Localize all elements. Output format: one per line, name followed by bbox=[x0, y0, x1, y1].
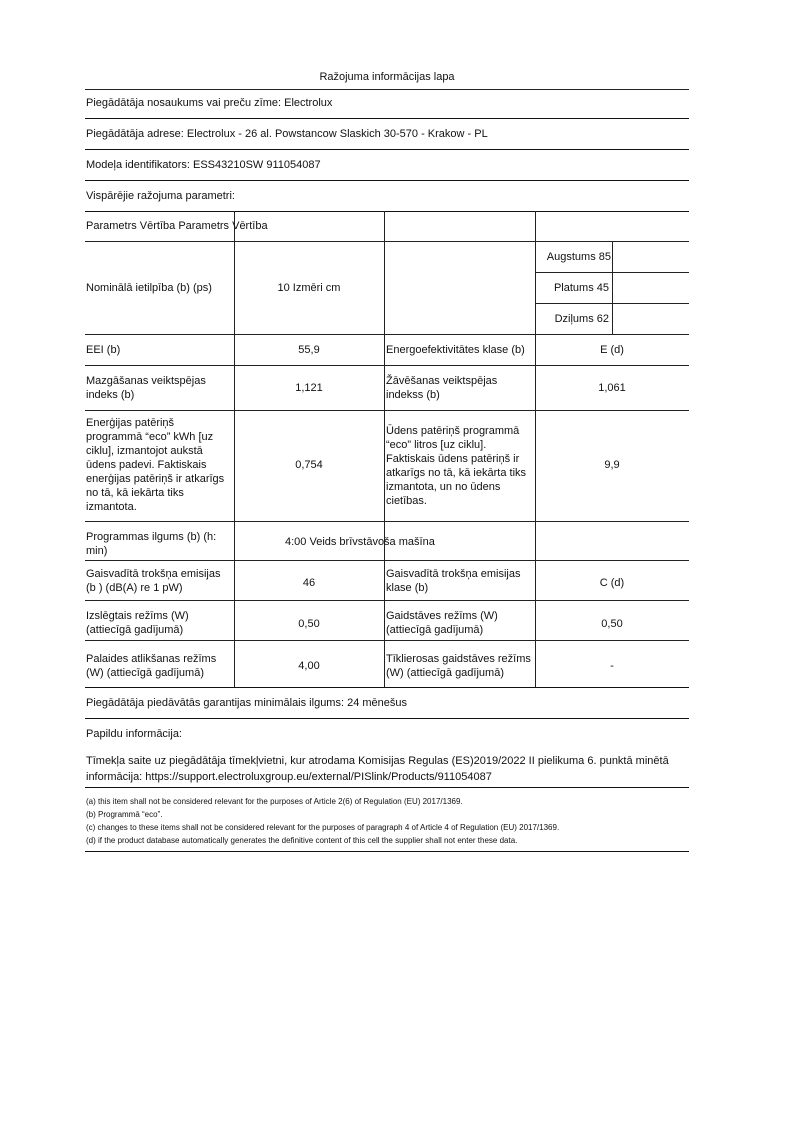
column-divider bbox=[535, 211, 536, 687]
row-label: Tīklierosas gaidstāves režīms (W) (attie… bbox=[386, 653, 531, 679]
row-label: Gaidstāves režīms (W) (attiecīgā gadījum… bbox=[386, 610, 498, 636]
capacity-label: Nominālā ietilpība (b) (ps) bbox=[86, 282, 212, 294]
footnote-b: (b) Programmā “eco”. bbox=[86, 810, 163, 819]
divider bbox=[85, 89, 689, 90]
row-label: Mazgāšanas veiktspējas indeks (b) bbox=[86, 375, 206, 401]
row-value: 4:00 Veids brīvstāvoša mašīna bbox=[285, 536, 435, 548]
row-value: 9,9 bbox=[604, 459, 620, 471]
row-value: 0,50 bbox=[601, 618, 623, 630]
general-params-heading: Vispārējie ražojuma parametri: bbox=[86, 190, 235, 202]
warranty: Piegādātāja piedāvātās garantijas minimā… bbox=[86, 697, 408, 709]
column-divider bbox=[234, 211, 235, 687]
row-label: Ūdens patēriņš programmā “eco” litros [u… bbox=[386, 425, 527, 507]
row-label: Gaisvadītā trokšņa emisijas (b ) (dB(A) … bbox=[86, 568, 221, 594]
row-value: 0,754 bbox=[295, 459, 323, 471]
row-value: - bbox=[610, 660, 614, 672]
row-value: 1,121 bbox=[295, 382, 323, 394]
row-label: EEI (b) bbox=[86, 344, 121, 356]
row-value: 1,061 bbox=[598, 382, 626, 394]
column-divider bbox=[384, 211, 385, 687]
row-label: Izslēgtais režīms (W) (attiecīgā gadījum… bbox=[86, 610, 189, 636]
supplier-address: Piegādātāja adrese: Electrolux - 26 al. … bbox=[86, 128, 488, 140]
divider bbox=[85, 211, 689, 212]
row-value: E (d) bbox=[600, 344, 624, 356]
row-label: Gaisvadītā trokšņa emisijas klase (b) bbox=[386, 568, 521, 594]
divider bbox=[85, 149, 689, 150]
capacity-value: 10 Izmēri cm bbox=[277, 282, 341, 294]
table-header: Parametrs Vērtība Parametrs Vērtība bbox=[86, 220, 268, 232]
row-value: 0,50 bbox=[298, 618, 320, 630]
additional-info-heading: Papildu informācija: bbox=[86, 728, 182, 740]
row-value: 55,9 bbox=[298, 344, 320, 356]
dim-height: Augstums 85 bbox=[546, 251, 611, 263]
footnote-d: (d) if the product database automaticall… bbox=[86, 836, 518, 845]
row-value: 4,00 bbox=[298, 660, 320, 672]
divider bbox=[85, 180, 689, 181]
row-label: Žāvēšanas veiktspējas indekss (b) bbox=[386, 375, 498, 401]
dim-depth: Dziļums 62 bbox=[554, 313, 609, 325]
row-label: Enerģijas patēriņš programmā “eco” kWh [… bbox=[86, 417, 225, 513]
divider bbox=[85, 118, 689, 119]
row-label: Programmas ilgums (b) (h: min) bbox=[86, 531, 217, 557]
row-value: C (d) bbox=[599, 577, 625, 589]
supplier-name: Piegādātāja nosaukums vai preču zīme: El… bbox=[86, 97, 333, 109]
footnote-a: (a) this item shall not be considered re… bbox=[86, 797, 463, 806]
dim-width: Platums 45 bbox=[553, 282, 609, 294]
weblink-text: Tīmekļa saite uz piegādātāja tīmekļvietn… bbox=[86, 755, 669, 783]
page-title: Ražojuma informācijas lapa bbox=[319, 71, 455, 83]
footnote-c: (c) changes to these items shall not be … bbox=[86, 823, 560, 832]
row-label: Energoefektivitātes klase (b) bbox=[386, 344, 525, 356]
column-divider bbox=[612, 241, 613, 334]
row-value: 46 bbox=[302, 577, 316, 589]
row-label: Palaides atlikšanas režīms (W) (attiecīg… bbox=[86, 653, 217, 679]
model-identifier: Modeļa identifikators: ESS43210SW 911054… bbox=[86, 159, 321, 171]
